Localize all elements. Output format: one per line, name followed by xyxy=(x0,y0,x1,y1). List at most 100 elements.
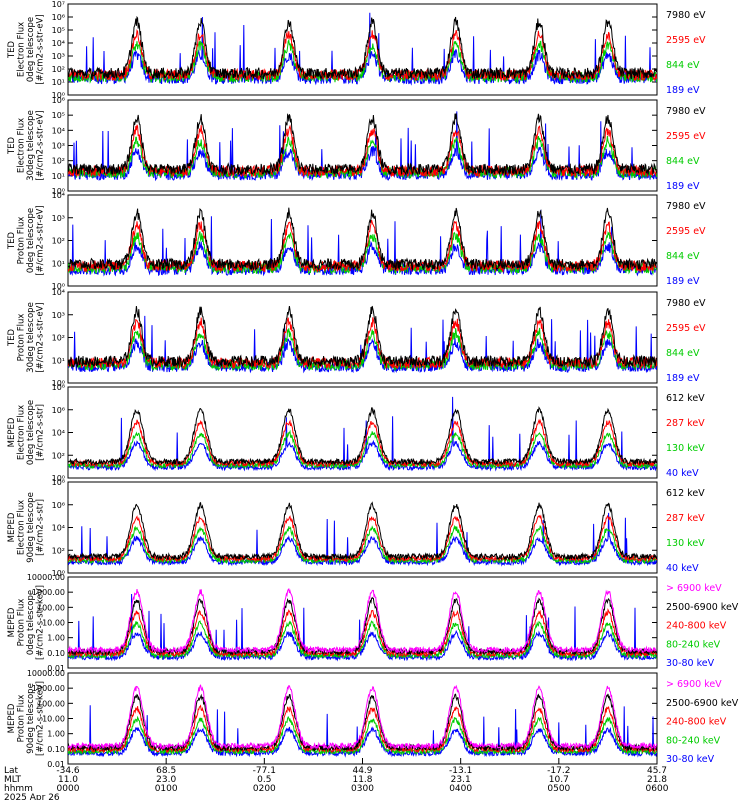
legend-item: 130 keV xyxy=(666,538,705,549)
y-axis-label-line: MEPED xyxy=(7,512,17,542)
series-line-287-kev xyxy=(68,418,657,468)
y-axis-label: MEPED Proton Flux 90deg telescope [#/cm2-s-… xyxy=(7,681,46,756)
y-axis-label: TED Electron Flux 0deg telescope [#/cm2-s-s… xyxy=(7,14,46,84)
y-tick-label: 10³ xyxy=(52,142,65,151)
y-tick-label: 10³ xyxy=(52,214,65,223)
y-tick-label: 10⁴ xyxy=(52,429,65,438)
series-traces xyxy=(68,207,657,277)
y-tick-label: 10¹ xyxy=(52,78,65,87)
x-tick-lat: -77.1 xyxy=(253,766,276,776)
x-tick-lat: 44.9 xyxy=(352,766,372,776)
y-axis-label-line: 0deg telescope xyxy=(26,208,36,273)
panel-8: 0.01 0.10 1.00 10.00 100.00 1000.00 10000.00 ME… xyxy=(7,669,739,769)
y-tick-label: 0.01 xyxy=(47,760,65,769)
y-axis-label-line: [#/cm2-s-str-keV] xyxy=(36,585,46,660)
y-axis-label: MEPED Proton Flux 0deg telescope [#/cm2-s-s… xyxy=(7,585,46,660)
x-tick-hhmm: 0000 xyxy=(57,784,80,794)
series-line-612-kev xyxy=(68,501,657,562)
series-traces xyxy=(68,305,657,374)
y-tick-label: 10¹ xyxy=(52,259,65,268)
y-axis-label-line: TED xyxy=(7,40,17,59)
legend-item: 7980 eV xyxy=(666,106,706,117)
y-tick-label: 10⁰ xyxy=(52,187,65,196)
legend-item: 40 keV xyxy=(666,563,699,574)
x-row-label: hhmm xyxy=(4,784,33,794)
y-tick-label: 10⁰ xyxy=(52,91,65,100)
y-axis-label-line: 30deg telescope xyxy=(26,110,36,181)
legend-item: 612 keV xyxy=(666,393,705,404)
x-tick-lat: -34.6 xyxy=(56,766,80,776)
y-axis-label-line: [#/cm2-s-str-eV] xyxy=(36,110,46,180)
y-tick-label: 10⁰ xyxy=(52,379,65,388)
y-tick-label: 10⁸ xyxy=(52,383,65,392)
y-tick-label: 10⁶ xyxy=(52,13,65,22)
y-tick-label: 10² xyxy=(52,65,65,74)
legend-item: 2595 eV xyxy=(666,35,706,46)
x-row-label: Lat xyxy=(4,766,19,776)
series-line-30-80-kev xyxy=(68,593,657,662)
y-tick-label: 10² xyxy=(52,546,65,555)
panel-1: 10⁰ 10¹ 10² 10³ 10⁴ 10⁵ 10⁶ 10⁷ TED Electron Flux… xyxy=(7,0,706,100)
y-tick-label: 100.00 xyxy=(37,603,65,612)
legend-item: > 6900 keV xyxy=(666,679,722,690)
y-tick-label: 0.01 xyxy=(47,664,65,673)
y-axis-label-line: [#/cm2-s-str] xyxy=(36,499,46,556)
y-tick-label: 10² xyxy=(52,237,65,246)
x-tick-mlt: 11.0 xyxy=(58,775,78,785)
series-line--6900-kev xyxy=(68,588,657,655)
legend-item: 240-800 keV xyxy=(666,717,727,728)
legend-item: 287 keV xyxy=(666,418,705,429)
legend-item: 189 eV xyxy=(666,85,700,96)
series-line-30-80-kev xyxy=(68,705,657,758)
series-line-7980-ev xyxy=(68,15,657,80)
y-axis-label: TED Electron Flux 30deg telescope [#/cm2-s-… xyxy=(7,110,46,181)
series-line-2595-ev xyxy=(68,29,657,82)
y-tick-label: 1.00 xyxy=(47,730,65,739)
y-axis-label-line: 0deg telescope xyxy=(26,590,36,655)
series-line-7980-ev xyxy=(68,207,657,272)
legend-item: 612 keV xyxy=(666,488,705,499)
y-tick-label: 10³ xyxy=(52,52,65,61)
legend-item: 2595 eV xyxy=(666,131,706,142)
y-tick-label: 1000.00 xyxy=(32,684,65,693)
series-line-612-kev xyxy=(68,406,657,466)
legend-item: 80-240 keV xyxy=(666,735,721,746)
panel-7: 0.01 0.10 1.00 10.00 100.00 1000.00 10000.00 ME… xyxy=(7,573,739,673)
y-axis-label-line: Electron Flux xyxy=(17,22,27,77)
y-tick-label: 10⁰ xyxy=(52,569,65,578)
x-tick-hhmm: 0100 xyxy=(155,784,178,794)
y-tick-label: 0.10 xyxy=(47,649,65,658)
panel-6: 10⁰ 10² 10⁴ 10⁶ 10⁸ MEPED Electron Flux 90deg t… xyxy=(7,478,705,578)
y-tick-label: 10³ xyxy=(52,311,65,320)
y-axis-label-line: 0deg telescope xyxy=(26,400,36,465)
series-traces xyxy=(68,396,657,472)
y-axis-label-line: [#/cm2-s-str-eV] xyxy=(36,205,46,275)
y-axis-label-line: Electron Flux xyxy=(17,118,27,173)
legend-item: 189 eV xyxy=(666,181,700,192)
x-tick-lat: 45.7 xyxy=(647,766,667,776)
y-axis-label-line: 90deg telescope xyxy=(26,492,36,563)
legend-item: 130 keV xyxy=(666,443,705,454)
x-tick-lat: 68.5 xyxy=(156,766,176,776)
x-tick-lat: -17.2 xyxy=(547,766,570,776)
series-line-40-kev xyxy=(68,396,657,472)
y-tick-label: 10⁴ xyxy=(52,524,65,533)
y-axis-label-line: TED xyxy=(7,328,17,347)
x-tick-mlt: 10.7 xyxy=(549,775,569,785)
y-tick-label: 10⁴ xyxy=(52,126,65,135)
y-axis-label-line: MEPED xyxy=(7,703,17,733)
y-tick-label: 10⁰ xyxy=(52,282,65,291)
y-axis-label-line: [#/cm2-s-str] xyxy=(36,404,46,461)
y-tick-label: 10⁶ xyxy=(52,96,65,105)
y-axis-label-line: [#/cm2-s-str-eV] xyxy=(36,302,46,372)
y-axis-label-line: Electron Flux xyxy=(17,500,27,555)
y-tick-label: 10⁴ xyxy=(52,191,65,200)
series-traces xyxy=(68,111,657,182)
y-axis-label-line: 0deg telescope xyxy=(26,17,36,82)
y-axis-label-line: MEPED xyxy=(7,417,17,447)
series-line-7980-ev xyxy=(68,305,657,369)
legend-item: 844 eV xyxy=(666,60,700,71)
legend-item: 7980 eV xyxy=(666,10,706,21)
y-axis-label-line: MEPED xyxy=(7,607,17,637)
legend-item: 30-80 keV xyxy=(666,754,715,765)
